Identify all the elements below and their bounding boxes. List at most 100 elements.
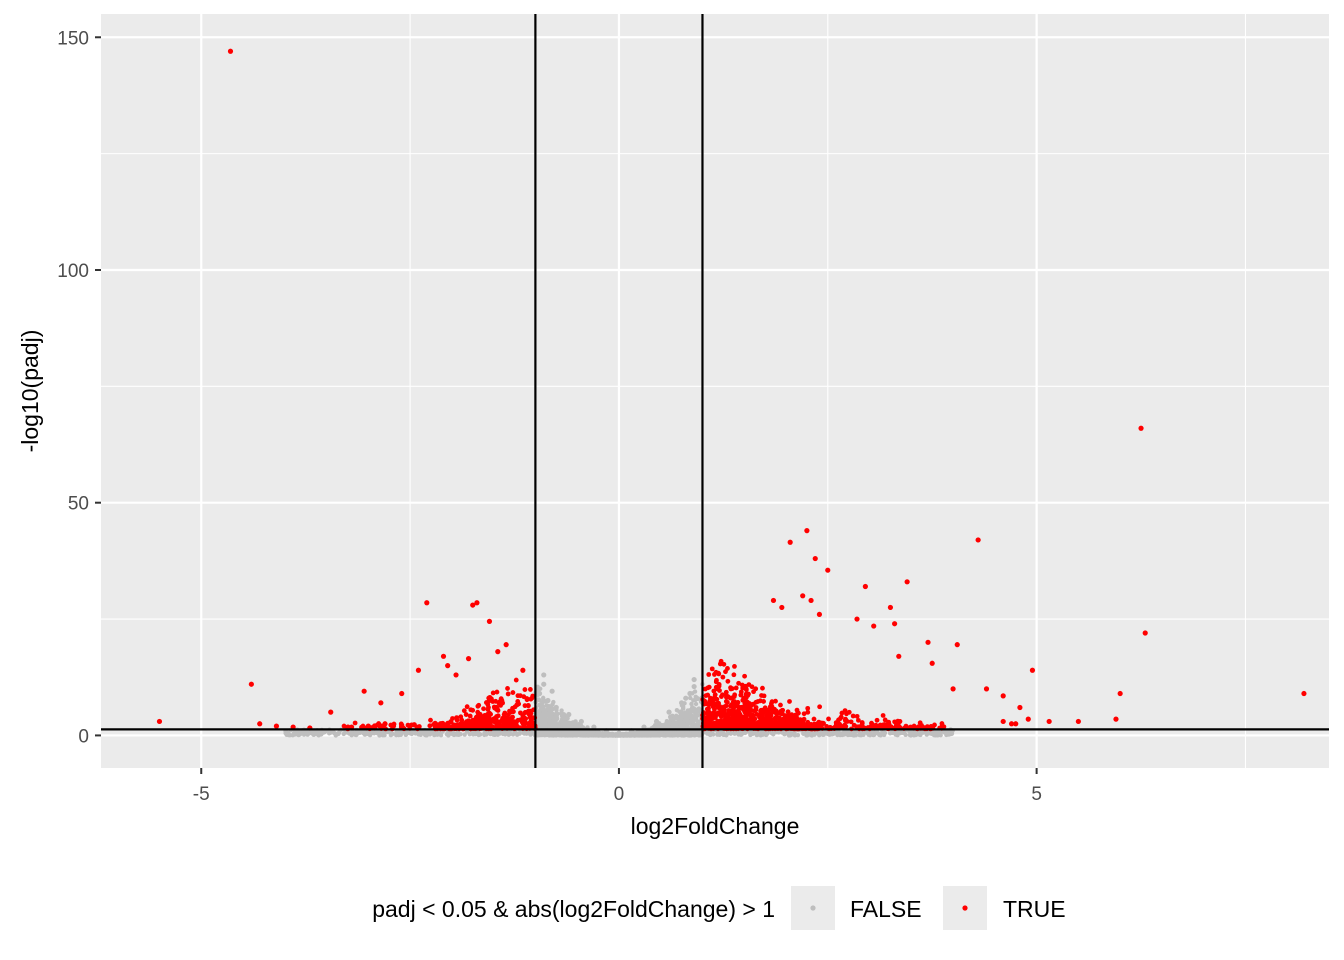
true-cloud-point <box>731 694 737 699</box>
false-cloud-point <box>914 731 919 736</box>
true-cloud-point <box>478 713 484 719</box>
true-cloud-point <box>721 661 727 667</box>
true-point <box>424 600 430 606</box>
false-cloud-point <box>365 731 370 736</box>
false-cloud-point <box>542 708 548 714</box>
true-cloud-point <box>743 683 748 689</box>
true-point <box>440 653 447 659</box>
true-point <box>929 660 935 666</box>
legend-label-false: FALSE <box>850 896 922 922</box>
true-cloud-point <box>725 666 730 671</box>
false-cloud-point <box>553 711 558 717</box>
y-tick-label: 0 <box>78 726 89 747</box>
false-point <box>566 711 572 718</box>
true-cloud-point <box>796 723 802 728</box>
false-cloud-point <box>550 702 555 707</box>
false-cloud-point <box>866 732 871 737</box>
false-cloud-point <box>403 732 409 737</box>
false-cloud-point <box>721 732 727 738</box>
false-point <box>578 718 584 725</box>
true-cloud-point <box>941 724 947 730</box>
true-cloud-point <box>748 723 754 729</box>
true-cloud-point <box>732 663 737 669</box>
false-point <box>545 697 551 704</box>
false-cloud-point <box>540 700 545 705</box>
true-cloud-point <box>481 722 487 728</box>
false-cloud-point <box>689 701 694 707</box>
true-point <box>983 686 990 692</box>
false-cloud-point <box>327 731 332 736</box>
false-cloud-point <box>694 696 700 701</box>
true-point <box>1117 690 1123 697</box>
false-cloud-point <box>605 733 611 738</box>
true-cloud-point <box>762 705 768 711</box>
true-point <box>954 642 960 648</box>
true-point <box>862 583 868 590</box>
false-cloud-point <box>549 710 554 716</box>
true-point <box>808 597 814 604</box>
true-point <box>486 618 493 624</box>
true-point <box>779 604 785 611</box>
false-cloud-point <box>311 731 317 736</box>
true-point <box>925 639 931 645</box>
true-cloud-point <box>500 715 505 721</box>
false-cloud-point <box>610 732 615 737</box>
true-cloud-point <box>811 716 817 722</box>
legend-label-true: TRUE <box>1003 896 1066 922</box>
true-cloud-point <box>723 689 729 695</box>
true-cloud-point <box>352 720 358 726</box>
false-cloud-point <box>537 697 542 703</box>
false-point <box>687 690 693 697</box>
true-cloud-point <box>815 720 821 726</box>
true-cloud-point <box>494 707 499 712</box>
false-cloud-point <box>305 732 310 737</box>
true-cloud-point <box>753 707 759 713</box>
true-cloud-point <box>908 724 914 730</box>
false-cloud-point <box>859 730 864 735</box>
true-cloud-point <box>777 716 783 722</box>
false-cloud-point <box>664 718 670 724</box>
true-cloud-point <box>832 724 838 730</box>
false-cloud-point <box>573 719 578 724</box>
true-point <box>432 720 438 726</box>
true-cloud-point <box>715 704 721 710</box>
true-cloud-point <box>731 716 737 722</box>
true-point <box>871 623 877 629</box>
true-cloud-point <box>427 723 433 729</box>
false-cloud-point <box>523 730 529 736</box>
true-cloud-point <box>882 717 888 723</box>
true-cloud-point <box>854 713 860 719</box>
true-point <box>361 688 367 694</box>
true-cloud-point <box>489 717 495 723</box>
true-cloud-point <box>716 671 722 677</box>
true-cloud-point <box>458 721 463 727</box>
y-tick-label: 50 <box>68 494 89 515</box>
false-cloud-point <box>539 715 544 721</box>
false-cloud-point <box>577 723 582 729</box>
false-cloud-point <box>635 731 641 737</box>
true-cloud-point <box>706 672 712 677</box>
true-cloud-point <box>824 724 830 729</box>
true-cloud-point <box>529 695 535 701</box>
legend-title: padj < 0.05 & abs(log2FoldChange) > 1 <box>372 896 775 922</box>
true-cloud-point <box>499 699 505 705</box>
false-cloud-point <box>683 715 689 720</box>
true-cloud-point <box>718 721 723 727</box>
false-cloud-point <box>396 730 401 736</box>
true-point <box>474 600 480 606</box>
false-cloud-point <box>841 730 847 735</box>
false-cloud-point <box>661 732 667 738</box>
false-cloud-point <box>508 731 513 736</box>
false-cloud-point <box>546 706 551 712</box>
false-point <box>678 700 685 706</box>
false-cloud-point <box>929 731 934 737</box>
true-point <box>904 579 910 585</box>
true-cloud-point <box>461 723 467 729</box>
false-cloud-point <box>695 707 701 712</box>
false-cloud-point <box>821 732 826 737</box>
true-cloud-point <box>717 661 723 667</box>
true-cloud-point <box>917 720 923 726</box>
true-cloud-point <box>717 688 722 693</box>
true-cloud-point <box>772 722 778 728</box>
false-points <box>536 672 697 736</box>
